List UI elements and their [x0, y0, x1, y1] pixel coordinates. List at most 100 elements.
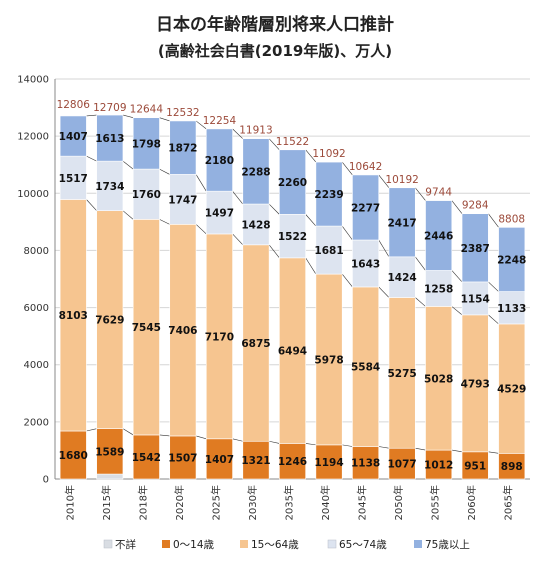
connector-line	[269, 440, 280, 444]
segment-value-label: 7406	[168, 325, 197, 337]
connector-line	[488, 281, 499, 292]
total-value-label: 12806	[57, 99, 91, 111]
segment-value-label: 1760	[132, 189, 161, 201]
legend-label: 65～74歳	[339, 539, 387, 551]
chart-subtitle: (高齢社会白書(2019年版)、万人)	[158, 42, 392, 60]
bar-segment	[132, 117, 160, 170]
connector-line	[305, 149, 317, 163]
bar-segment	[461, 451, 489, 480]
connector-line	[341, 225, 353, 241]
connector-line	[268, 138, 280, 151]
segment-value-label: 1507	[168, 452, 197, 464]
bar-segment	[59, 199, 87, 432]
bar-segment	[461, 281, 489, 316]
segment-value-label: 2387	[461, 243, 490, 255]
connector-line	[451, 306, 463, 316]
bar-segment	[169, 224, 197, 437]
x-tick-label: 2060年	[465, 485, 478, 520]
segment-value-label: 1077	[387, 459, 416, 471]
segment-value-label: 6875	[241, 338, 270, 350]
segment-value-label: 1321	[241, 455, 270, 467]
bar-segment	[205, 190, 233, 235]
connector-line	[341, 161, 353, 176]
y-axis: 0 2000 4000 6000 8000 10000 12000 14000	[17, 75, 56, 486]
total-value-label: 9744	[425, 187, 452, 199]
connector-line	[305, 257, 317, 275]
y-tick-label: 14000	[17, 75, 49, 86]
connector-line	[268, 244, 280, 259]
segment-value-label: 2180	[205, 155, 234, 167]
segment-value-label: 1681	[314, 245, 343, 257]
bar-segment	[388, 297, 416, 449]
bar-segment	[205, 233, 233, 440]
segment-value-label: 1246	[278, 456, 307, 468]
connector-line	[268, 203, 280, 215]
y-tick-label: 6000	[24, 303, 49, 314]
segment-value-label: 1407	[59, 131, 88, 143]
bar-segment	[498, 227, 526, 292]
bar-segment	[96, 428, 124, 475]
x-tick-label: 2040年	[319, 485, 332, 520]
bar-segment	[132, 219, 160, 436]
segment-value-label: 8103	[59, 310, 88, 322]
connector-line	[232, 190, 244, 205]
bar-segment	[205, 128, 233, 192]
connector-line	[342, 444, 353, 447]
y-tick-label: 8000	[24, 246, 49, 257]
segment-value-label: 1154	[461, 293, 490, 305]
segment-value-label: 898	[501, 461, 523, 473]
connector-line	[488, 451, 499, 454]
total-value-label: 8808	[498, 213, 525, 225]
connector-line	[451, 200, 463, 214]
segment-value-label: 7170	[205, 331, 234, 343]
bar-segment	[96, 473, 124, 480]
connector-line	[488, 314, 499, 325]
segment-value-label: 1798	[132, 138, 161, 150]
bar-segment	[498, 453, 526, 480]
connector-line	[232, 128, 244, 139]
segment-value-label: 1258	[424, 283, 453, 295]
total-value-label: 12532	[166, 107, 199, 119]
bar-segment	[132, 434, 160, 480]
segment-value-label: 1428	[241, 219, 270, 231]
x-tick-label: 2030年	[246, 485, 259, 520]
connector-line	[488, 213, 499, 228]
segment-value-label: 2239	[314, 189, 343, 201]
bar-segment	[461, 213, 489, 283]
x-tick-label: 2050年	[392, 485, 405, 520]
connector-line	[122, 114, 134, 119]
connector-line	[415, 297, 426, 307]
connector-line	[86, 155, 97, 162]
segment-value-label: 7545	[132, 322, 161, 334]
legend-swatch	[240, 540, 248, 548]
legend-label: 15～64歳	[251, 539, 299, 551]
bar-segment	[461, 314, 489, 453]
segment-value-label: 2277	[351, 202, 380, 214]
segment-value-label: 5584	[351, 362, 380, 374]
connector-line	[122, 210, 134, 220]
connector-line	[195, 224, 207, 235]
bar-segment	[242, 138, 270, 205]
bar-segment	[425, 306, 453, 451]
segment-value-label: 6494	[278, 346, 307, 358]
bar-segment	[169, 174, 197, 225]
y-tick-label: 4000	[24, 360, 49, 371]
segment-value-label: 2288	[241, 166, 270, 178]
connector-line	[341, 273, 353, 288]
x-tick-label: 2025年	[209, 485, 222, 520]
y-tick-label: 2000	[24, 417, 49, 428]
total-value-label: 12254	[203, 115, 237, 127]
legend-swatch	[162, 540, 170, 548]
segment-value-label: 4529	[497, 384, 526, 396]
connector-line	[86, 199, 97, 211]
segment-value-label: 1734	[95, 181, 124, 193]
segment-value-label: 1872	[168, 143, 197, 155]
bar-segment	[96, 210, 124, 429]
total-value-label: 9284	[462, 200, 489, 212]
connector-line	[122, 160, 134, 170]
x-tick-label: 2055年	[429, 485, 442, 520]
connector-line	[378, 286, 390, 298]
connector-line	[159, 168, 170, 175]
segment-value-label: 2248	[497, 254, 526, 266]
